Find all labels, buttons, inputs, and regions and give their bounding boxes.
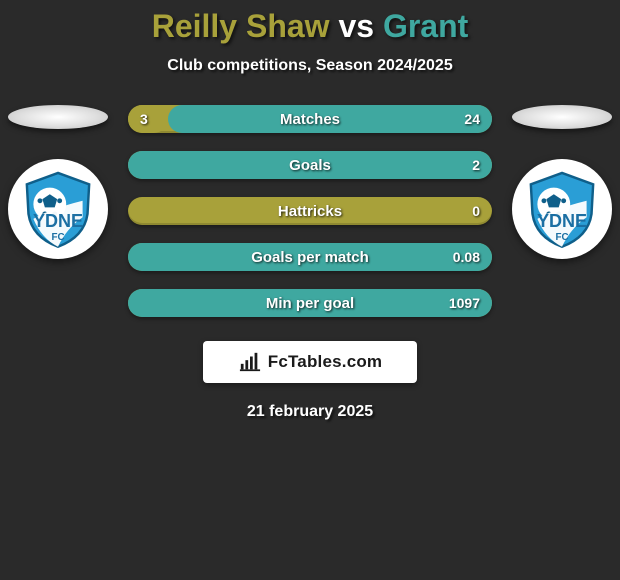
stat-bar-fill-left bbox=[128, 105, 168, 133]
right-col: YDNE FC bbox=[510, 105, 614, 259]
stat-bar: Goals per match 0.08 bbox=[128, 243, 492, 271]
stat-bar-label: Goals bbox=[289, 157, 331, 174]
page-title: Reilly Shaw vs Grant bbox=[0, 8, 620, 45]
club-shield-icon: YDNE FC bbox=[521, 168, 603, 250]
date-text: 21 february 2025 bbox=[0, 403, 620, 421]
stat-bar: Matches 3 24 bbox=[128, 105, 492, 133]
player1-disc bbox=[8, 105, 108, 129]
stat-bar-label: Matches bbox=[280, 111, 340, 128]
svg-text:YDNE: YDNE bbox=[537, 211, 587, 231]
bars-list: Matches 3 24 Goals 2 Hattricks 0 Goals per matc… bbox=[128, 105, 492, 317]
subtitle: Club competitions, Season 2024/2025 bbox=[0, 57, 620, 75]
stat-bar-value-right: 24 bbox=[464, 111, 480, 127]
player2-club-badge: YDNE FC bbox=[512, 159, 612, 259]
title-player1: Reilly Shaw bbox=[152, 8, 330, 44]
left-col: YDNE FC bbox=[6, 105, 110, 259]
player1-club-badge: YDNE FC bbox=[8, 159, 108, 259]
stat-bar: Goals 2 bbox=[128, 151, 492, 179]
svg-text:FC: FC bbox=[51, 232, 64, 243]
stat-bar-value-right: 1097 bbox=[449, 295, 480, 311]
title-player2: Grant bbox=[383, 8, 468, 44]
branding-text: FcTables.com bbox=[268, 352, 383, 372]
title-vs: vs bbox=[338, 8, 374, 44]
stat-bar-label: Min per goal bbox=[266, 295, 354, 312]
bars-chart-icon bbox=[238, 351, 262, 373]
branding-badge: FcTables.com bbox=[203, 341, 417, 383]
stat-bar-value-left: 3 bbox=[140, 111, 148, 127]
comparison-card: Reilly Shaw vs Grant Club competitions, … bbox=[0, 0, 620, 421]
stat-bar-value-right: 0 bbox=[472, 203, 480, 219]
player2-disc bbox=[512, 105, 612, 129]
svg-text:FC: FC bbox=[555, 232, 568, 243]
stat-bar-value-right: 2 bbox=[472, 157, 480, 173]
stat-bar-value-right: 0.08 bbox=[453, 249, 480, 265]
stat-bar-label: Hattricks bbox=[278, 203, 342, 220]
main-row: YDNE FC Matches 3 24 Goals 2 Hattricks 0 Goals … bbox=[0, 105, 620, 317]
stat-bar: Min per goal 1097 bbox=[128, 289, 492, 317]
stat-bar: Hattricks 0 bbox=[128, 197, 492, 225]
stat-bar-label: Goals per match bbox=[251, 249, 369, 266]
svg-text:YDNE: YDNE bbox=[33, 211, 83, 231]
club-shield-icon: YDNE FC bbox=[17, 168, 99, 250]
